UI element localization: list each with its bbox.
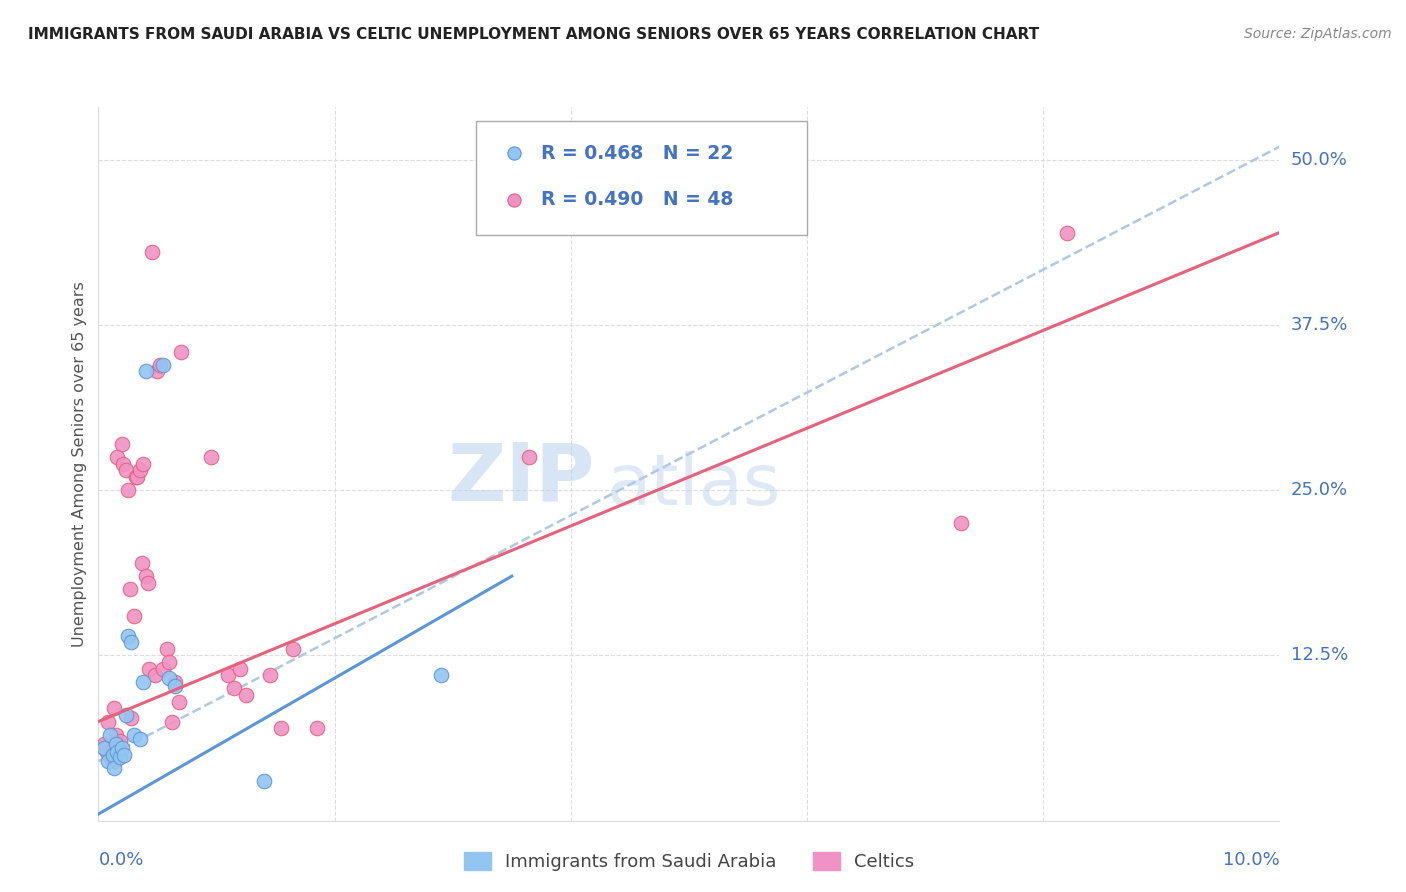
Y-axis label: Unemployment Among Seniors over 65 years: Unemployment Among Seniors over 65 years: [72, 281, 87, 647]
Text: 10.0%: 10.0%: [1223, 851, 1279, 869]
Point: [235, 688, 257, 702]
Point: [104, 754, 127, 768]
Point: [122, 728, 145, 742]
Point: [224, 681, 246, 696]
Point: [152, 662, 174, 676]
Point: [217, 668, 239, 682]
Point: [132, 674, 155, 689]
Point: [101, 741, 124, 756]
Point: [121, 635, 143, 649]
Point: [165, 679, 187, 693]
Point: [149, 358, 172, 372]
Point: [253, 774, 276, 789]
Point: [111, 437, 134, 451]
Point: [132, 457, 155, 471]
Point: [200, 450, 222, 465]
Text: 25.0%: 25.0%: [1291, 482, 1348, 500]
Point: [135, 569, 157, 583]
Point: [305, 721, 328, 735]
Point: [105, 728, 128, 742]
Point: [157, 655, 180, 669]
Point: [141, 245, 163, 260]
FancyBboxPatch shape: [477, 121, 807, 235]
Point: [105, 737, 128, 751]
Point: [270, 721, 292, 735]
Point: [128, 731, 150, 746]
Point: [96, 745, 118, 759]
Point: [112, 747, 135, 762]
Point: [93, 737, 115, 751]
Point: [114, 463, 136, 477]
Point: [93, 741, 115, 756]
Point: [98, 728, 121, 742]
Point: [131, 556, 153, 570]
Text: Source: ZipAtlas.com: Source: ZipAtlas.com: [1244, 27, 1392, 41]
Point: [146, 364, 169, 378]
Point: [143, 668, 166, 682]
Text: 0.0%: 0.0%: [98, 851, 143, 869]
Point: [165, 674, 187, 689]
Point: [114, 707, 136, 722]
Point: [97, 754, 120, 768]
Point: [430, 668, 453, 682]
Text: 12.5%: 12.5%: [1291, 647, 1348, 665]
Point: [949, 516, 972, 531]
Point: [97, 714, 120, 729]
Text: IMMIGRANTS FROM SAUDI ARABIA VS CELTIC UNEMPLOYMENT AMONG SENIORS OVER 65 YEARS : IMMIGRANTS FROM SAUDI ARABIA VS CELTIC U…: [28, 27, 1039, 42]
Point: [117, 629, 139, 643]
Point: [117, 483, 139, 498]
Point: [101, 747, 124, 762]
Point: [108, 734, 131, 748]
Legend: Immigrants from Saudi Arabia, Celtics: Immigrants from Saudi Arabia, Celtics: [457, 845, 921, 879]
Point: [157, 671, 180, 685]
Point: [111, 741, 134, 756]
Point: [519, 450, 541, 465]
Point: [1056, 226, 1078, 240]
Point: [129, 801, 152, 815]
Point: [135, 364, 157, 378]
Point: [127, 470, 149, 484]
Point: [156, 641, 179, 656]
Text: 50.0%: 50.0%: [1291, 151, 1347, 169]
Point: [259, 668, 281, 682]
Point: [125, 470, 148, 484]
Text: ZIP: ZIP: [447, 439, 595, 517]
Point: [128, 463, 150, 477]
Point: [120, 582, 142, 597]
Point: [105, 745, 128, 759]
Point: [138, 662, 160, 676]
Point: [283, 641, 305, 656]
Point: [121, 710, 143, 724]
Text: R = 0.490   N = 48: R = 0.490 N = 48: [541, 190, 734, 210]
Point: [229, 662, 252, 676]
Point: [167, 695, 190, 709]
Point: [122, 608, 145, 623]
Point: [170, 344, 193, 359]
Point: [105, 450, 128, 465]
Point: [152, 358, 174, 372]
Point: [160, 714, 183, 729]
Point: [103, 701, 125, 715]
Point: [98, 750, 121, 764]
Point: [108, 750, 131, 764]
Point: [103, 761, 125, 775]
Point: [129, 802, 152, 816]
Text: R = 0.468   N = 22: R = 0.468 N = 22: [541, 144, 734, 163]
Text: 37.5%: 37.5%: [1291, 316, 1348, 334]
Point: [112, 457, 135, 471]
Text: atlas: atlas: [606, 450, 780, 520]
Point: [136, 575, 159, 590]
